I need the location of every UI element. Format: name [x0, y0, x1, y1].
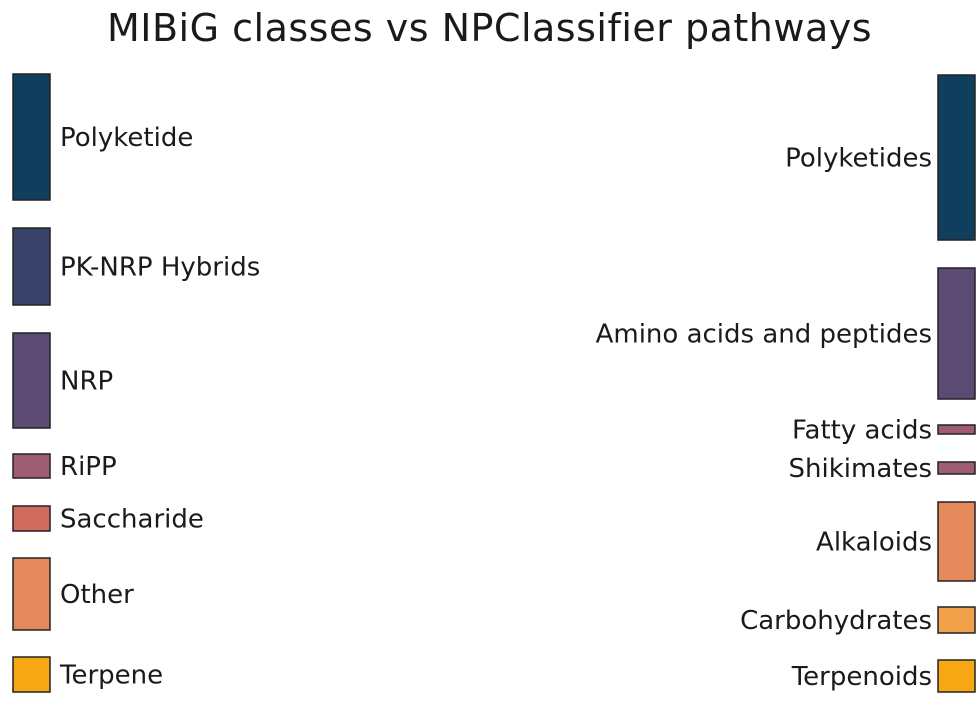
flow-saccharide-to-amino-acids-and-peptides — [50, 383, 938, 513]
source-label-ripp: RiPP — [60, 452, 117, 482]
target-node-polyketides[interactable] — [937, 74, 976, 241]
source-node-polyketide[interactable] — [12, 73, 51, 201]
target-label-carbohydrates: Carbohydrates — [740, 606, 932, 636]
chart-title: MIBiG classes vs NPClassifier pathways — [106, 6, 873, 50]
target-label-amino-acids-and-peptides: Amino acids and peptides — [596, 320, 932, 350]
source-node-other[interactable] — [12, 557, 51, 631]
source-node-nrp[interactable] — [12, 332, 51, 429]
target-label-alkaloids: Alkaloids — [816, 528, 932, 558]
target-node-amino-acids-and-peptides[interactable] — [937, 267, 976, 400]
target-node-carbohydrates[interactable] — [937, 606, 976, 634]
source-label-saccharide: Saccharide — [60, 505, 204, 535]
target-node-alkaloids[interactable] — [937, 501, 976, 582]
source-label-terpene: Terpene — [59, 661, 163, 691]
target-node-fatty-acids[interactable] — [937, 424, 976, 435]
source-label-polyketide: Polyketide — [60, 123, 193, 153]
source-node-terpene[interactable] — [12, 656, 51, 693]
flow-pk-nrp-hybrids-to-polyketides — [50, 182, 938, 258]
source-node-pk-nrp-hybrids[interactable] — [12, 227, 51, 306]
source-node-saccharide[interactable] — [12, 505, 51, 532]
nodes — [12, 73, 976, 693]
source-label-nrp: NRP — [60, 367, 113, 397]
target-label-polyketides: Polyketides — [785, 144, 932, 174]
node-labels: Polyketide PK-NRP Hybrids NRP RiPP Saccharid… — [59, 123, 932, 692]
source-label-pk-nrp-hybrids: PK-NRP Hybrids — [60, 253, 260, 283]
source-node-ripp[interactable] — [12, 453, 51, 479]
flow-terpene-to-polyketides — [50, 237, 938, 661]
target-node-shikimates[interactable] — [937, 461, 976, 475]
target-label-fatty-acids: Fatty acids — [792, 416, 932, 446]
target-label-terpenoids: Terpenoids — [791, 662, 932, 692]
target-node-terpenoids[interactable] — [937, 659, 976, 693]
flow-nrp-to-amino-acids-and-peptides — [50, 303, 938, 398]
flow-polyketide-to-fatty-acids — [50, 181, 938, 427]
source-label-other: Other — [60, 580, 134, 610]
flow-saccharide-to-terpenoids — [50, 526, 938, 668]
target-label-shikimates: Shikimates — [789, 454, 932, 484]
